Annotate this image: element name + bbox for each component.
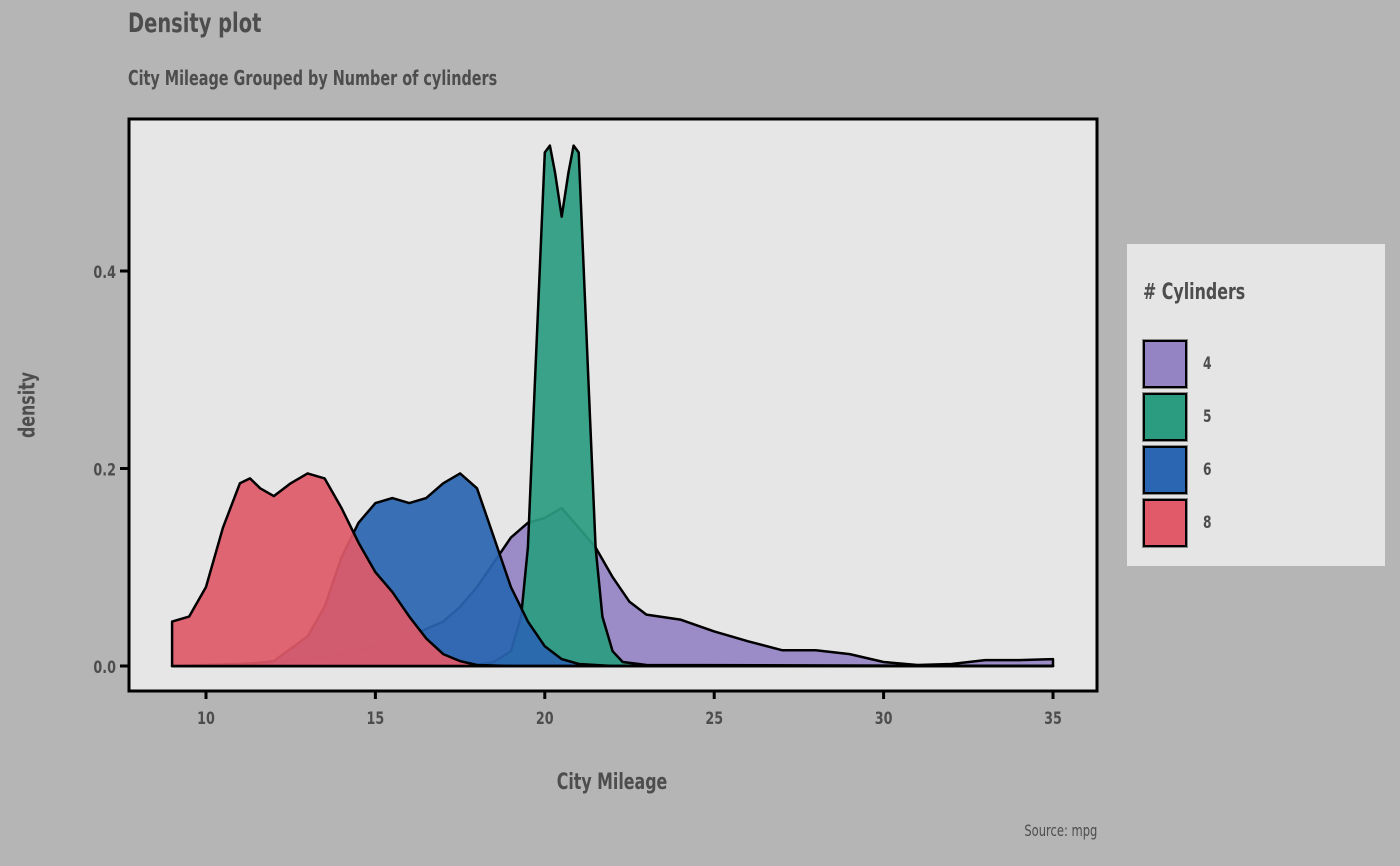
legend-label: 5 [1203, 407, 1212, 427]
legend-label: 4 [1203, 354, 1212, 374]
chart-caption: Source: mpg [1024, 821, 1097, 840]
legend-swatch [1142, 445, 1188, 495]
legend-title: # Cylinders [1143, 280, 1246, 305]
legend: # Cylinders 4 5 6 8 [1127, 244, 1385, 566]
x-tick-label: 10 [197, 708, 215, 728]
y-axis: 0.0 0.2 0.4 [93, 262, 129, 678]
y-tick-label: 0.0 [93, 657, 116, 677]
density-series-layer [170, 144, 1055, 668]
legend-item: 8 [1142, 498, 1373, 551]
x-tick-label: 20 [536, 708, 554, 728]
chart-title: Density plot [128, 8, 262, 39]
plot-panel-border [127, 117, 1099, 693]
x-tick-label: 25 [705, 708, 723, 728]
legend-item: 6 [1142, 445, 1373, 498]
x-tick-label: 15 [367, 708, 385, 728]
y-tick-label: 0.2 [93, 460, 116, 480]
legend-label: 6 [1203, 460, 1212, 480]
x-axis-label: City Mileage [556, 770, 668, 795]
x-tick-label: 35 [1044, 708, 1062, 728]
legend-item: 4 [1142, 339, 1373, 392]
legend-item: 5 [1142, 392, 1373, 445]
x-axis: 10 15 20 25 30 35 [197, 691, 1062, 729]
x-tick-label: 30 [875, 708, 893, 728]
legend-swatch [1142, 339, 1188, 389]
legend-swatch [1142, 392, 1188, 442]
y-tick-label: 0.4 [93, 262, 116, 282]
density-area-cyl-8 [170, 472, 1055, 668]
chart-subtitle: City Mileage Grouped by Number of cylind… [128, 66, 498, 90]
legend-swatch [1142, 498, 1188, 548]
legend-label: 8 [1203, 513, 1212, 533]
y-axis-label: density [15, 371, 41, 439]
